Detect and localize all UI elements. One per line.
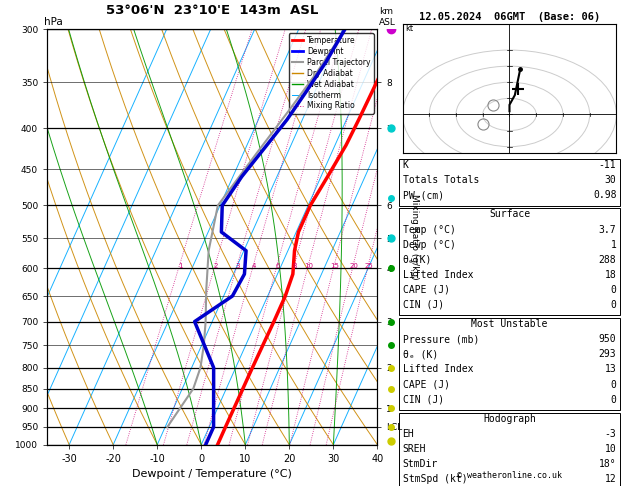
Text: 3: 3	[236, 262, 240, 269]
Text: EH: EH	[403, 429, 415, 439]
Text: 0: 0	[611, 395, 616, 405]
Text: Temp (°C): Temp (°C)	[403, 225, 455, 235]
Text: km
ASL: km ASL	[379, 7, 396, 27]
Text: 288: 288	[599, 255, 616, 265]
Text: Hodograph: Hodograph	[483, 414, 536, 424]
X-axis label: Dewpoint / Temperature (°C): Dewpoint / Temperature (°C)	[132, 469, 292, 479]
Text: 30: 30	[604, 175, 616, 185]
Text: Lifted Index: Lifted Index	[403, 364, 473, 375]
Text: StmDir: StmDir	[403, 459, 438, 469]
Text: hPa: hPa	[44, 17, 63, 27]
Text: PW (cm): PW (cm)	[403, 190, 443, 200]
Text: 18: 18	[604, 270, 616, 280]
Text: CAPE (J): CAPE (J)	[403, 285, 450, 295]
Text: Most Unstable: Most Unstable	[471, 319, 548, 330]
Y-axis label: Mixing Ratio (g/kg): Mixing Ratio (g/kg)	[410, 194, 420, 280]
Text: 13: 13	[604, 364, 616, 375]
Text: 8: 8	[293, 262, 298, 269]
Text: SREH: SREH	[403, 444, 426, 454]
Text: 20: 20	[349, 262, 359, 269]
Text: CIN (J): CIN (J)	[403, 395, 443, 405]
Text: 0: 0	[611, 380, 616, 390]
Text: 15: 15	[330, 262, 339, 269]
Text: 3.7: 3.7	[599, 225, 616, 235]
Text: 293: 293	[599, 349, 616, 360]
Text: -11: -11	[599, 160, 616, 170]
Text: Lifted Index: Lifted Index	[403, 270, 473, 280]
Text: 6: 6	[276, 262, 280, 269]
Text: Totals Totals: Totals Totals	[403, 175, 479, 185]
Text: StmSpd (kt): StmSpd (kt)	[403, 474, 467, 485]
Text: θₑ(K): θₑ(K)	[403, 255, 432, 265]
Legend: Temperature, Dewpoint, Parcel Trajectory, Dry Adiabat, Wet Adiabat, Isotherm, Mi: Temperature, Dewpoint, Parcel Trajectory…	[289, 33, 374, 114]
Text: 1: 1	[178, 262, 182, 269]
Text: 12.05.2024  06GMT  (Base: 06): 12.05.2024 06GMT (Base: 06)	[419, 12, 600, 22]
Text: 4: 4	[252, 262, 256, 269]
Text: θₑ (K): θₑ (K)	[403, 349, 438, 360]
Text: 0: 0	[611, 285, 616, 295]
Text: 2: 2	[214, 262, 218, 269]
Text: 12: 12	[604, 474, 616, 485]
Text: Pressure (mb): Pressure (mb)	[403, 334, 479, 345]
Text: 53°06'N  23°10'E  143m  ASL: 53°06'N 23°10'E 143m ASL	[106, 4, 318, 17]
Text: Surface: Surface	[489, 209, 530, 220]
Text: © weatheronline.co.uk: © weatheronline.co.uk	[457, 471, 562, 480]
Text: 25: 25	[365, 262, 373, 269]
Text: 0.98: 0.98	[593, 190, 616, 200]
Text: CIN (J): CIN (J)	[403, 300, 443, 310]
Text: Dewp (°C): Dewp (°C)	[403, 240, 455, 250]
Text: 0: 0	[611, 300, 616, 310]
Text: 10: 10	[304, 262, 313, 269]
Text: 950: 950	[599, 334, 616, 345]
Text: CAPE (J): CAPE (J)	[403, 380, 450, 390]
Text: K: K	[403, 160, 408, 170]
Text: kt: kt	[405, 24, 413, 33]
Text: -3: -3	[604, 429, 616, 439]
Text: 18°: 18°	[599, 459, 616, 469]
Text: 10: 10	[604, 444, 616, 454]
Text: 1: 1	[611, 240, 616, 250]
